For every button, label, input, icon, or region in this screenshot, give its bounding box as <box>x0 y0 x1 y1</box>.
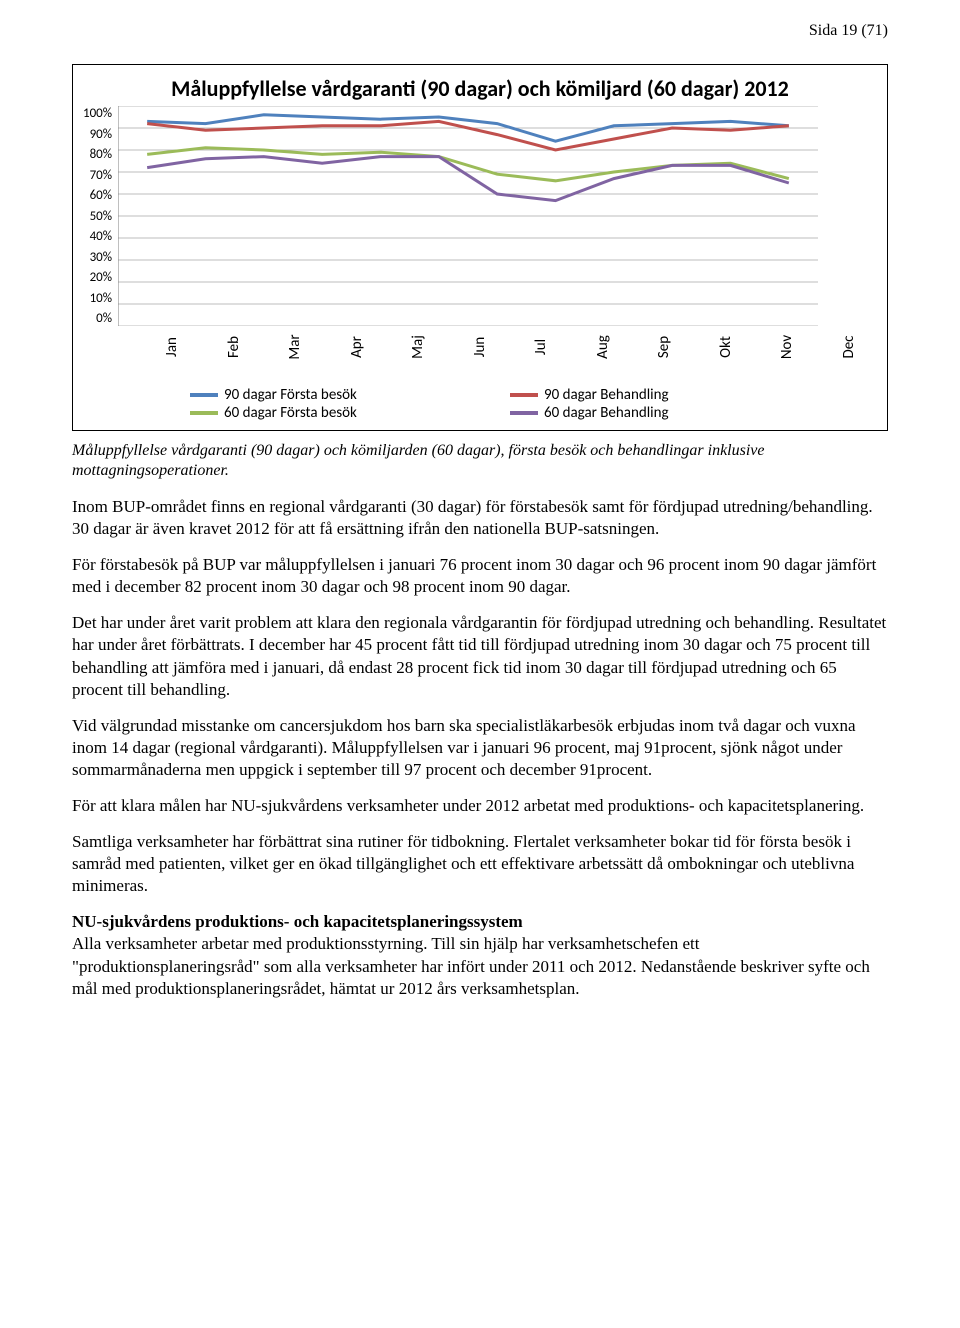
body-paragraph: För att klara målen har NU-sjukvårdens v… <box>72 795 888 817</box>
body-paragraph: Alla verksamheter arbetar med produktion… <box>72 933 888 999</box>
body-paragraph: Inom BUP-området finns en regional vårdg… <box>72 496 888 540</box>
chart-title: Måluppfyllelse vårdgaranti (90 dagar) oc… <box>83 75 877 102</box>
chart-caption: Måluppfyllelse vårdgaranti (90 dagar) oc… <box>72 441 888 482</box>
legend-item: 60 dagar Första besök <box>190 404 450 422</box>
body-paragraph: För förstabesök på BUP var måluppfyllels… <box>72 554 888 598</box>
plot-area <box>118 106 877 326</box>
legend-item: 90 dagar Första besök <box>190 386 450 404</box>
body-paragraph: Vid välgrundad misstanke om cancersjukdo… <box>72 715 888 781</box>
body-paragraph: Det har under året varit problem att kla… <box>72 612 888 700</box>
legend-item: 90 dagar Behandling <box>510 386 770 404</box>
body-paragraph: Samtliga verksamheter har förbättrat sin… <box>72 831 888 897</box>
legend: 90 dagar Första besök 90 dagar Behandling… <box>83 386 877 422</box>
chart-container: Måluppfyllelse vårdgaranti (90 dagar) oc… <box>72 64 888 431</box>
legend-item: 60 dagar Behandling <box>510 404 770 422</box>
section-heading: NU-sjukvårdens produktions- och kapacite… <box>72 911 888 933</box>
page-number: Sida 19 (71) <box>809 22 888 40</box>
x-axis: JanFebMarAprMajJunJulAugSepOktNovDec <box>139 326 877 368</box>
y-axis: 100%90%80%70%60%50%40%30%20%10%0% <box>83 106 118 326</box>
